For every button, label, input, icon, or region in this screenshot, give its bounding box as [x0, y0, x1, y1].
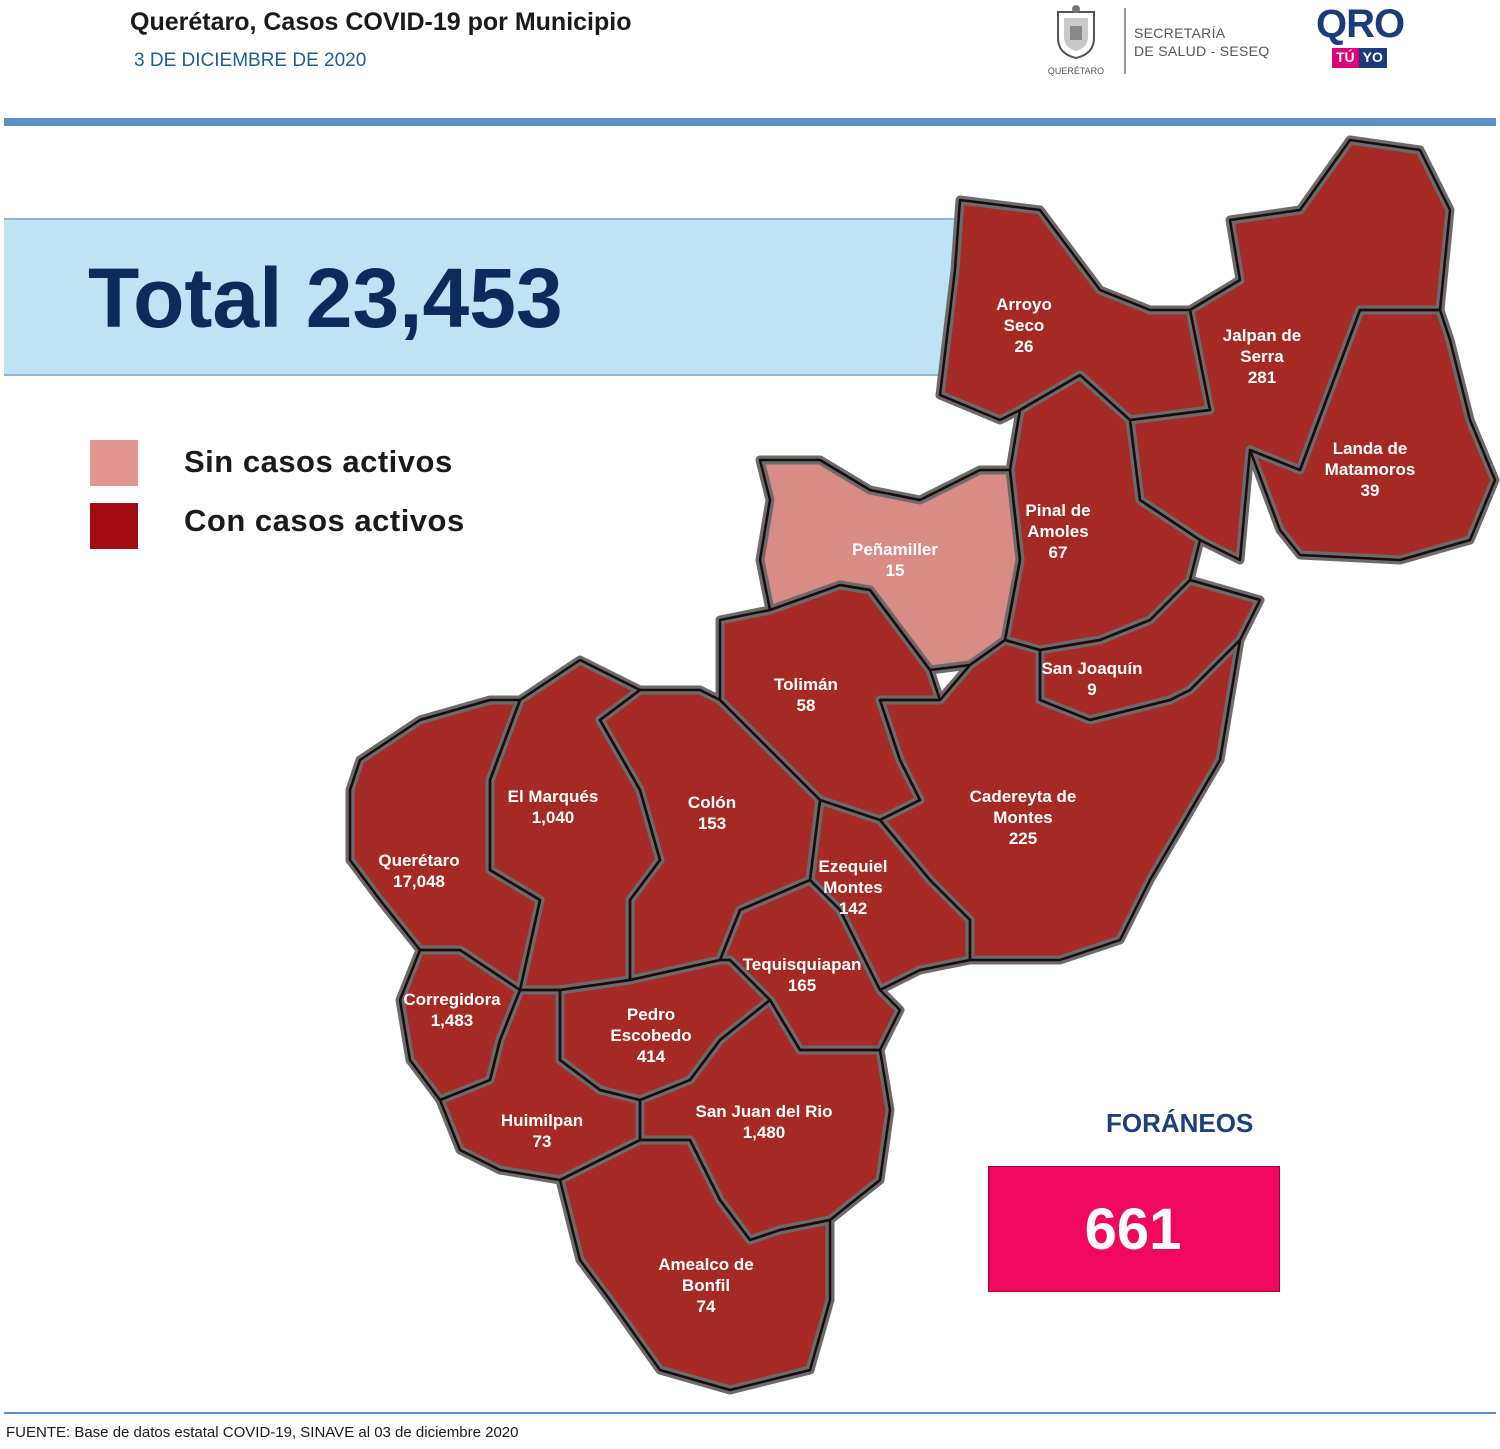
cases-queretaro: 17,048	[393, 872, 445, 891]
name-san-juan-del-rio: San Juan del Rio	[696, 1102, 833, 1121]
cases-cadereyta-de-montes: 225	[1009, 829, 1037, 848]
cases-toliman: 58	[797, 696, 816, 715]
boundary-line	[1248, 308, 1497, 562]
legend-label-active: Con casos activos	[184, 503, 465, 538]
bottom-divider	[4, 1412, 1496, 1414]
cases-pinal-de-amoles: 67	[1049, 543, 1068, 562]
name-arroyo-seco: Arroyo	[996, 295, 1052, 314]
legend-swatch-inactive	[90, 440, 138, 486]
name-colon: Colón	[688, 793, 736, 812]
name-landa-de-matamoros: Landa de	[1333, 439, 1408, 458]
name-san-joaquin: San Joaquín	[1041, 659, 1142, 678]
cases-amealco-de-bonfil: 74	[697, 1297, 716, 1316]
total-band	[4, 218, 964, 376]
tuyo-logo: TÚ YO	[1332, 48, 1387, 68]
name-ezequiel-montes: Ezequiel	[819, 857, 888, 876]
name-amealco-de-bonfil: Amealco de	[658, 1255, 753, 1274]
name-cadereyta-de-montes: Montes	[993, 808, 1053, 827]
foraneos-value: 661	[1084, 1197, 1182, 1262]
cases-tequisquiapan: 165	[788, 976, 816, 995]
cases-huimilpan: 73	[533, 1132, 552, 1151]
name-jalpan-de-serra: Jalpan de	[1223, 326, 1301, 345]
report-date: 3 DE DICIEMBRE DE 2020	[134, 50, 367, 71]
cases-el-marques: 1,040	[532, 808, 575, 827]
legend-swatch-active	[90, 503, 138, 549]
cases-corregidora: 1,483	[431, 1011, 474, 1030]
boundary-line	[558, 1138, 832, 1392]
name-penamiller: Peñamiller	[852, 540, 938, 559]
cases-pedro-escobedo: 414	[637, 1047, 666, 1066]
secretaria-logo: SECRETARÍA DE SALUD - SESEQ	[1134, 24, 1270, 60]
logo-divider	[1124, 8, 1126, 74]
name-queretaro: Querétaro	[378, 851, 459, 870]
name-toliman: Tolimán	[774, 675, 838, 694]
name-tequisquiapan: Tequisquiapan	[743, 955, 862, 974]
name-pinal-de-amoles: Pinal de	[1025, 501, 1090, 520]
yo-label: YO	[1358, 48, 1387, 68]
qro-logo: QRO	[1316, 2, 1405, 46]
name-jalpan-de-serra: Serra	[1240, 347, 1284, 366]
tu-label: TÚ	[1332, 48, 1359, 68]
state-logo: QUERÉTARO	[1040, 4, 1120, 78]
name-arroyo-seco: Seco	[1004, 316, 1045, 335]
secretaria-line-2: DE SALUD - SESEQ	[1134, 43, 1270, 59]
boundary-line	[348, 698, 542, 992]
name-landa-de-matamoros: Matamoros	[1325, 460, 1416, 479]
name-corregidora: Corregidora	[403, 990, 501, 1009]
name-huimilpan: Huimilpan	[501, 1111, 583, 1130]
foraneos-box	[988, 1166, 1280, 1292]
cases-san-joaquin: 9	[1087, 680, 1096, 699]
cases-arroyo-seco: 26	[1015, 337, 1034, 356]
secretaria-line-1: SECRETARÍA	[1134, 25, 1226, 41]
name-pedro-escobedo: Escobedo	[610, 1026, 691, 1045]
name-cadereyta-de-montes: Cadereyta de	[970, 787, 1077, 806]
name-ezequiel-montes: Montes	[823, 878, 883, 897]
state-seal-icon	[1057, 5, 1095, 60]
foraneos-label: FORÁNEOS	[1106, 1108, 1254, 1138]
cases-ezequiel-montes: 142	[839, 899, 867, 918]
cases-penamiller: 15	[886, 561, 905, 580]
page-title: Querétaro, Casos COVID-19 por Municipio	[130, 8, 632, 36]
top-divider	[4, 118, 1496, 126]
source-note: FUENTE: Base de datos estatal COVID-19, …	[6, 1424, 519, 1441]
state-seal-label: QUERÉTARO	[1047, 66, 1105, 76]
cases-san-juan-del-rio: 1,480	[743, 1123, 786, 1142]
name-pedro-escobedo: Pedro	[627, 1005, 675, 1024]
cases-colon: 153	[698, 814, 726, 833]
cases-jalpan-de-serra: 281	[1248, 368, 1276, 387]
cases-landa-de-matamoros: 39	[1361, 481, 1380, 500]
name-amealco-de-bonfil: Bonfil	[682, 1276, 730, 1295]
name-pinal-de-amoles: Amoles	[1027, 522, 1088, 541]
name-el-marques: El Marqués	[508, 787, 599, 806]
boundary-line	[438, 988, 642, 1182]
legend-label-inactive: Sin casos activos	[184, 444, 453, 479]
total-cases: Total 23,453	[88, 251, 563, 345]
